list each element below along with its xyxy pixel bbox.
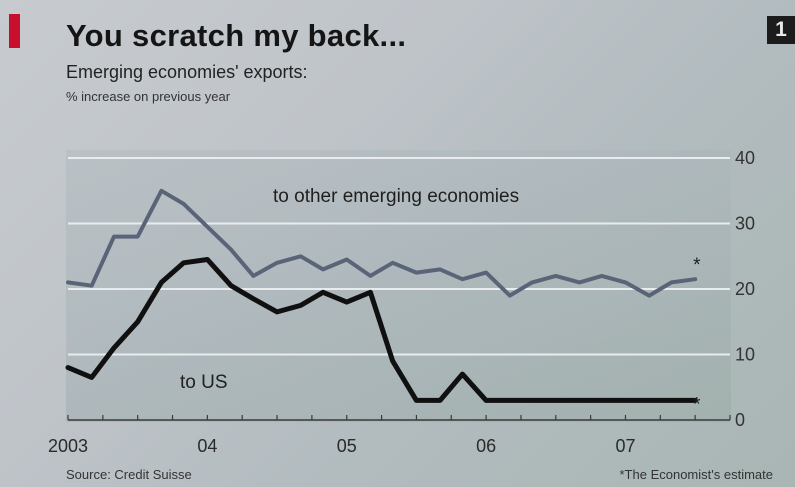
source-note: Source: Credit Suisse	[66, 467, 192, 482]
x-tick-label-06: 06	[476, 436, 496, 456]
chart-number-badge: 1	[767, 16, 795, 44]
series-line-other-emerging	[66, 188, 698, 298]
plot-background	[66, 150, 731, 422]
x-tick-label-2003: 2003	[48, 436, 88, 456]
x-tick-label-05: 05	[337, 436, 357, 456]
y-tick-label-0: 0	[735, 410, 745, 430]
x-tick-label-07: 07	[615, 436, 635, 456]
chart-subtitle: Emerging economies' exports:	[66, 62, 308, 82]
series-label-us: to US	[180, 372, 228, 393]
chart-title: You scratch my back...	[66, 18, 407, 53]
estimate-footnote: *The Economist's estimate	[619, 467, 774, 482]
series-label-other-emerging: to other emerging economies	[273, 186, 519, 207]
chart-unit-label: % increase on previous year	[66, 89, 231, 104]
y-tick-label-30: 30	[735, 214, 755, 234]
estimate-asterisk-us: *	[693, 394, 701, 415]
estimate-asterisk-other-emerging: *	[693, 255, 701, 276]
y-tick-label-40: 40	[735, 148, 755, 168]
series-line-us	[65, 257, 698, 403]
red-accent-tab	[9, 14, 20, 48]
y-tick-label-10: 10	[735, 345, 755, 365]
y-tick-label-20: 20	[735, 279, 755, 299]
x-tick-label-04: 04	[197, 436, 217, 456]
